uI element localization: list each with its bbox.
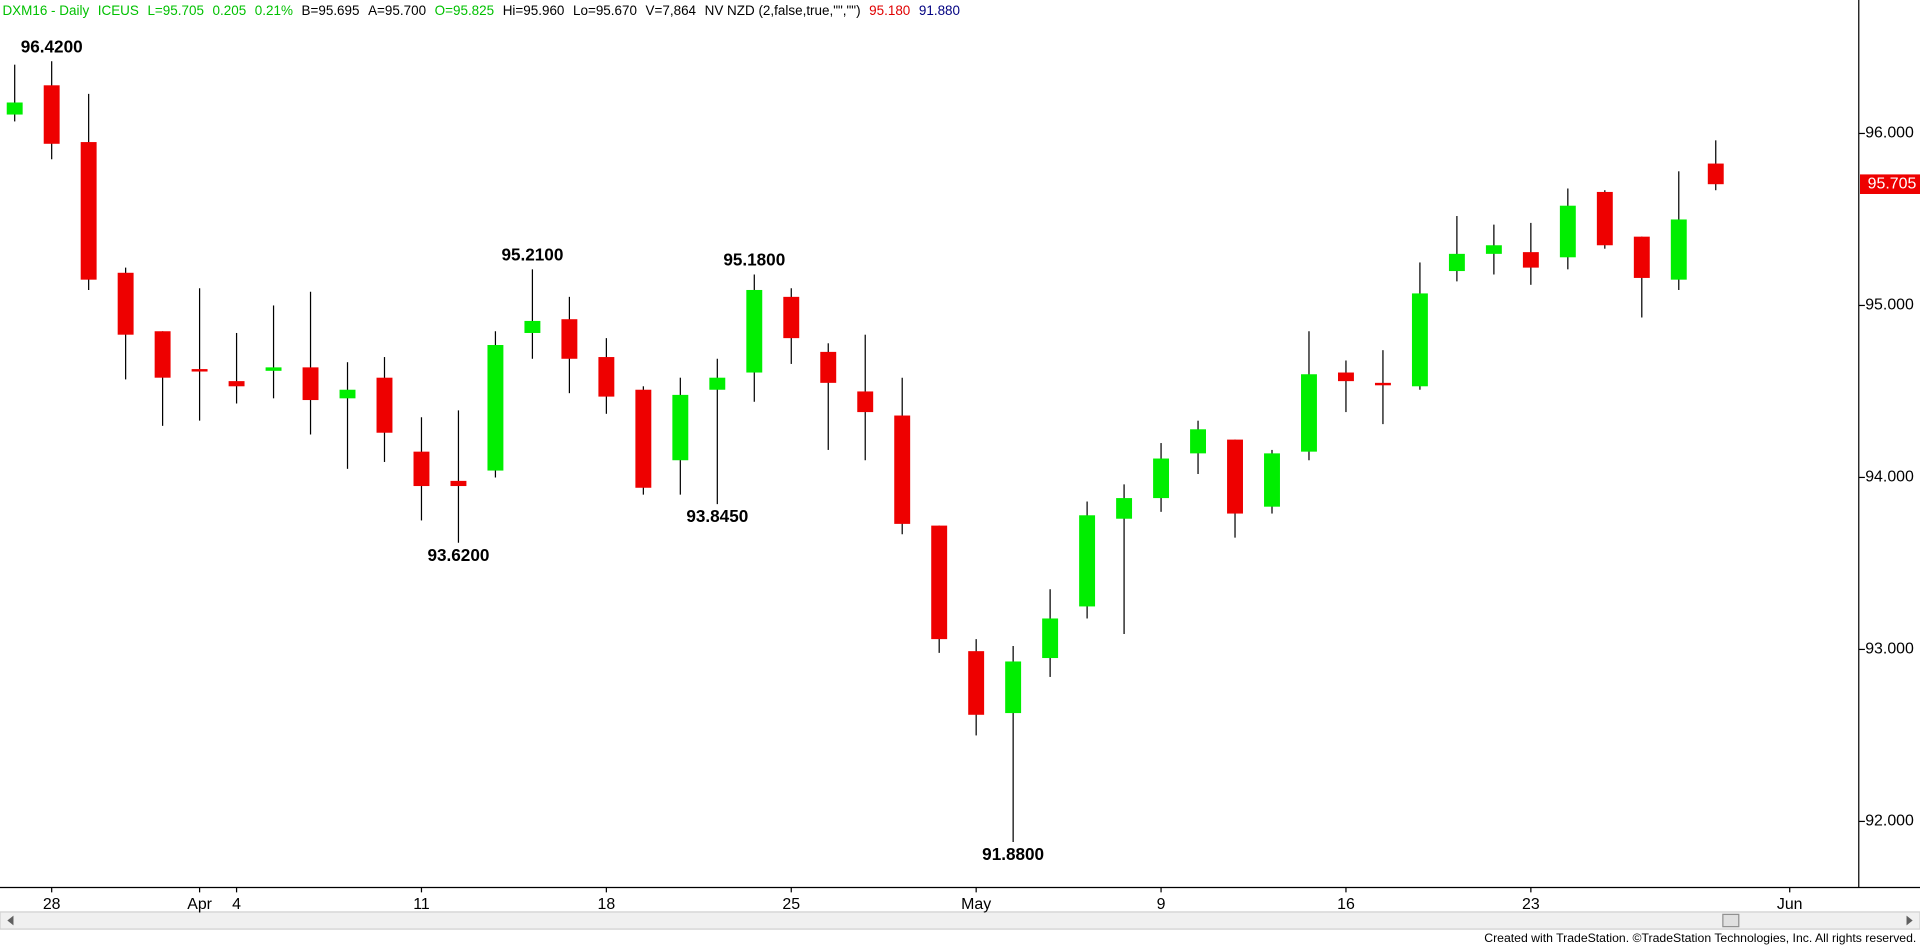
candle-body xyxy=(1153,458,1170,499)
price-annotation: 91.8800 xyxy=(982,844,1044,864)
header-item: 0.21% xyxy=(255,3,293,18)
x-tick-label: 11 xyxy=(413,896,430,913)
x-tick-label: May xyxy=(961,896,991,913)
candle-body xyxy=(1485,245,1502,254)
header-item: NV NZD (2,false,true,"","") xyxy=(705,3,861,18)
candle-body xyxy=(783,296,800,339)
candle-body xyxy=(6,102,23,115)
candle-body xyxy=(1264,453,1280,507)
x-tick-label: 23 xyxy=(1522,896,1540,913)
scrollbar[interactable] xyxy=(0,911,1920,930)
header-item: L=95.705 xyxy=(147,3,204,18)
y-tick-label: 95.000 xyxy=(1865,297,1914,314)
header-item: 91.880 xyxy=(919,3,960,18)
header-item: ICEUS xyxy=(98,3,139,18)
candle-body xyxy=(820,351,837,383)
candle-body xyxy=(894,415,911,524)
candle-body xyxy=(154,331,171,378)
x-tick-label: 4 xyxy=(232,896,241,913)
candle-body xyxy=(1116,498,1133,519)
scroll-thumb[interactable] xyxy=(1722,913,1740,928)
last-price-box xyxy=(1860,174,1920,194)
header-item: B=95.695 xyxy=(302,3,360,18)
header-item: 0.205 xyxy=(213,3,247,18)
y-tick-label: 96.000 xyxy=(1865,125,1914,142)
scroll-track[interactable] xyxy=(0,911,1920,930)
x-tick-label: 18 xyxy=(598,896,616,913)
candle-body xyxy=(302,367,319,401)
candle-body xyxy=(191,369,208,372)
y-tick-label: 94.000 xyxy=(1865,469,1914,486)
candle-body xyxy=(635,389,652,488)
candle-body xyxy=(746,289,763,373)
footer: Created with TradeStation. ©TradeStation… xyxy=(1484,931,1916,945)
candle-body xyxy=(80,142,97,280)
candle-body xyxy=(1190,429,1206,454)
x-tick-label: 28 xyxy=(43,896,61,913)
candle-body xyxy=(1559,205,1576,258)
candle-body xyxy=(1301,374,1317,452)
header-item: 95.180 xyxy=(869,3,910,18)
x-tick-label: 16 xyxy=(1337,896,1355,913)
price-annotation: 93.8450 xyxy=(686,506,748,526)
symbol-header: DXM16 - Daily ICEUS L=95.705 0.205 0.21% B=95… xyxy=(2,3,960,18)
candle-body xyxy=(1005,661,1022,714)
candle-body xyxy=(1633,236,1650,278)
candle-body xyxy=(1448,253,1465,272)
x-tick-label: Jun xyxy=(1777,896,1803,913)
candle-body xyxy=(931,525,948,640)
candle-body xyxy=(1374,382,1391,386)
header-item: Hi=95.960 xyxy=(503,3,565,18)
candle-body xyxy=(487,345,504,471)
candle-body xyxy=(265,367,282,371)
price-annotation: 96.4200 xyxy=(21,36,83,56)
y-tick-label: 92.000 xyxy=(1865,813,1914,830)
candle-body xyxy=(339,389,356,399)
candle-body xyxy=(968,651,985,715)
scroll-left-arrow[interactable] xyxy=(7,915,14,926)
header-item: Lo=95.670 xyxy=(573,3,637,18)
candle-body xyxy=(450,480,467,487)
header-item: V=7,864 xyxy=(646,3,697,18)
candle-body xyxy=(1596,191,1613,246)
candle-body xyxy=(561,319,578,359)
candle-body xyxy=(376,377,393,433)
last-price-label: 95.705 xyxy=(1868,175,1917,192)
candle-body xyxy=(1670,219,1687,280)
y-tick-label: 93.000 xyxy=(1865,641,1914,658)
candle-body xyxy=(1338,372,1354,382)
candle-body xyxy=(1411,293,1428,387)
header-item: A=95.700 xyxy=(368,3,426,18)
candle-body xyxy=(672,394,689,461)
x-tick-label: 25 xyxy=(782,896,800,913)
x-tick-label: Apr xyxy=(187,896,212,913)
candle-body xyxy=(524,320,541,333)
candle-body xyxy=(43,85,60,144)
candle-body xyxy=(1707,163,1724,185)
candle-body xyxy=(1042,618,1059,659)
candle-body xyxy=(1079,515,1096,607)
scroll-right-arrow[interactable] xyxy=(1906,915,1913,926)
candle-body xyxy=(857,391,874,413)
price-annotation: 93.6200 xyxy=(427,545,489,565)
candle-body xyxy=(413,451,430,487)
candle-body xyxy=(598,357,615,397)
candle-body xyxy=(1522,252,1539,268)
candle-body xyxy=(1227,439,1243,514)
header-item: DXM16 - Daily xyxy=(2,3,89,18)
candle-body xyxy=(117,272,134,335)
candle-body xyxy=(709,377,726,390)
candle-body xyxy=(228,381,245,387)
x-tick-label: 9 xyxy=(1157,896,1166,913)
header-item: O=95.825 xyxy=(435,3,494,18)
price-annotation: 95.1800 xyxy=(723,250,785,270)
price-annotation: 95.2100 xyxy=(501,244,563,264)
